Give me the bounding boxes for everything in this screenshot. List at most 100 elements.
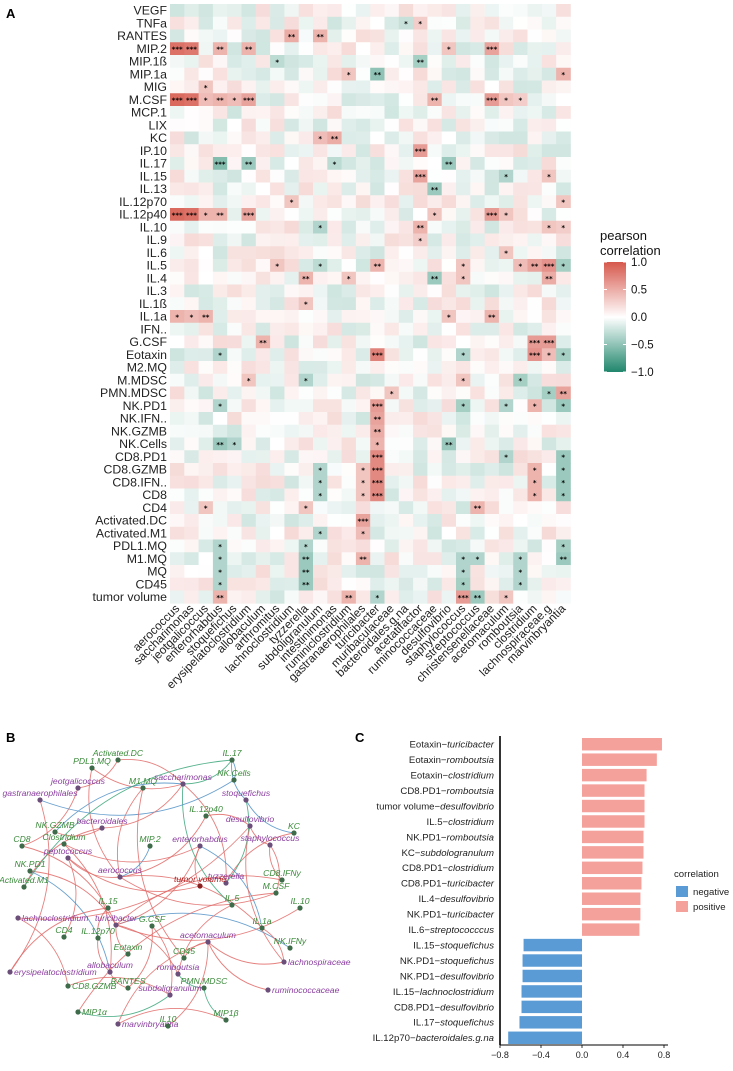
- heatmap-cell: [413, 118, 428, 132]
- heatmap-cell: [270, 169, 285, 183]
- heatmap-cell: [241, 565, 257, 579]
- network-node: [105, 905, 111, 911]
- heatmap-cell: [456, 131, 471, 145]
- heatmap-cell: [527, 386, 543, 400]
- heatmap-cell: [470, 348, 485, 362]
- heatmap-cell: [441, 169, 457, 183]
- heatmap-cell: [470, 144, 485, 158]
- heatmap-cell: [270, 80, 285, 94]
- heatmap-cell: [470, 577, 485, 591]
- heatmap-cell: [441, 233, 457, 247]
- heatmap-cell: [513, 386, 528, 400]
- heatmap-cell: [541, 348, 557, 362]
- significance-marker: **: [488, 313, 496, 321]
- heatmap-cell: [556, 373, 571, 387]
- network-node: [125, 951, 131, 957]
- heatmap-cell: [427, 501, 443, 515]
- heatmap-cell: [484, 526, 500, 540]
- significance-marker: ***: [243, 211, 254, 219]
- heatmap-cell: [184, 144, 199, 158]
- heatmap-cell: [355, 386, 371, 400]
- heatmap-cell: [255, 424, 271, 438]
- heatmap-cell: [370, 565, 385, 579]
- heatmap-cell: [284, 80, 300, 94]
- heatmap-cell: [327, 106, 342, 120]
- heatmap-cell: [427, 246, 443, 260]
- heatmap-cell: [398, 169, 414, 183]
- heatmap-cell: [370, 335, 385, 349]
- heatmap-cell: [427, 322, 443, 336]
- heatmap-cell: [241, 335, 257, 349]
- heatmap-row-label: CD8: [142, 488, 167, 502]
- legend-tick-label: −1.0: [631, 367, 654, 379]
- heatmap-cell: [470, 488, 485, 502]
- heatmap-cell: [341, 271, 357, 285]
- heatmap-cell: [427, 271, 443, 285]
- heatmap-cell: [212, 182, 228, 196]
- heatmap-cell: [327, 386, 342, 400]
- heatmap-cell: [270, 208, 285, 222]
- heatmap-cell: [398, 93, 414, 107]
- heatmap-cell: [498, 169, 514, 183]
- heatmap-cell: [541, 220, 557, 234]
- heatmap-cell: [370, 182, 385, 196]
- heatmap-row-label: MQ: [147, 565, 167, 579]
- network-node-label: Eotaxin: [114, 942, 143, 952]
- heatmap-cell: [370, 539, 385, 553]
- heatmap-cell: [484, 501, 500, 515]
- heatmap-cell: [498, 335, 514, 349]
- heatmap-cell: [298, 539, 314, 553]
- network-edge: [261, 927, 285, 963]
- heatmap-cell: [470, 220, 485, 234]
- heatmap-cell: [370, 437, 385, 451]
- heatmap-cell: [541, 488, 557, 502]
- network-edge: [29, 870, 111, 973]
- heatmap-cell: [284, 259, 300, 273]
- heatmap-cell: [327, 475, 342, 489]
- heatmap-cell: [441, 246, 457, 260]
- heatmap-cell: [427, 80, 443, 94]
- heatmap-cell: [556, 259, 571, 273]
- heatmap-cell: [384, 386, 400, 400]
- heatmap-cell: [341, 233, 357, 247]
- heatmap-cell: [284, 501, 300, 515]
- heatmap-cell: [556, 590, 571, 604]
- heatmap-cell: [327, 310, 342, 324]
- heatmap-cell: [398, 106, 414, 120]
- heatmap-cell: [470, 42, 485, 56]
- heatmap-cell: [255, 169, 271, 183]
- significance-marker: *: [433, 211, 437, 219]
- network-edge: [23, 827, 103, 888]
- heatmap-cell: [441, 424, 457, 438]
- heatmap-cell: [284, 246, 300, 260]
- heatmap-cell: [484, 4, 500, 18]
- heatmap-cell: [556, 412, 571, 426]
- heatmap-cell: [413, 373, 428, 387]
- heatmap-cell: [398, 386, 414, 400]
- heatmap-cell: [284, 106, 300, 120]
- heatmap-cell: [384, 195, 400, 209]
- heatmap-cell: [513, 348, 528, 362]
- heatmap-cell: [513, 67, 528, 81]
- heatmap-cell: [398, 501, 414, 515]
- heatmap-cell: [198, 463, 214, 477]
- network-node: [115, 757, 121, 763]
- heatmap-cell: [384, 42, 400, 56]
- heatmap-cell: [384, 144, 400, 158]
- x-tick-label: 0.4: [617, 1050, 630, 1060]
- heatmap-cell: [484, 424, 500, 438]
- heatmap-cell: [413, 322, 428, 336]
- heatmap-cell: [556, 577, 571, 591]
- heatmap-cell: [227, 55, 242, 69]
- heatmap-cell: [170, 169, 185, 183]
- heatmap-row-label: MIP.2: [136, 42, 167, 56]
- heatmap-cell: [313, 577, 328, 591]
- heatmap-cell: [355, 55, 371, 69]
- bar-category-label: CD8.PD1−turicibacter: [401, 879, 495, 890]
- heatmap-cell: [298, 475, 314, 489]
- heatmap-cell: [441, 501, 457, 515]
- heatmap-cell: [341, 399, 357, 413]
- bar: [522, 969, 582, 983]
- heatmap-cell: [556, 16, 571, 30]
- heatmap-cell: [541, 4, 557, 18]
